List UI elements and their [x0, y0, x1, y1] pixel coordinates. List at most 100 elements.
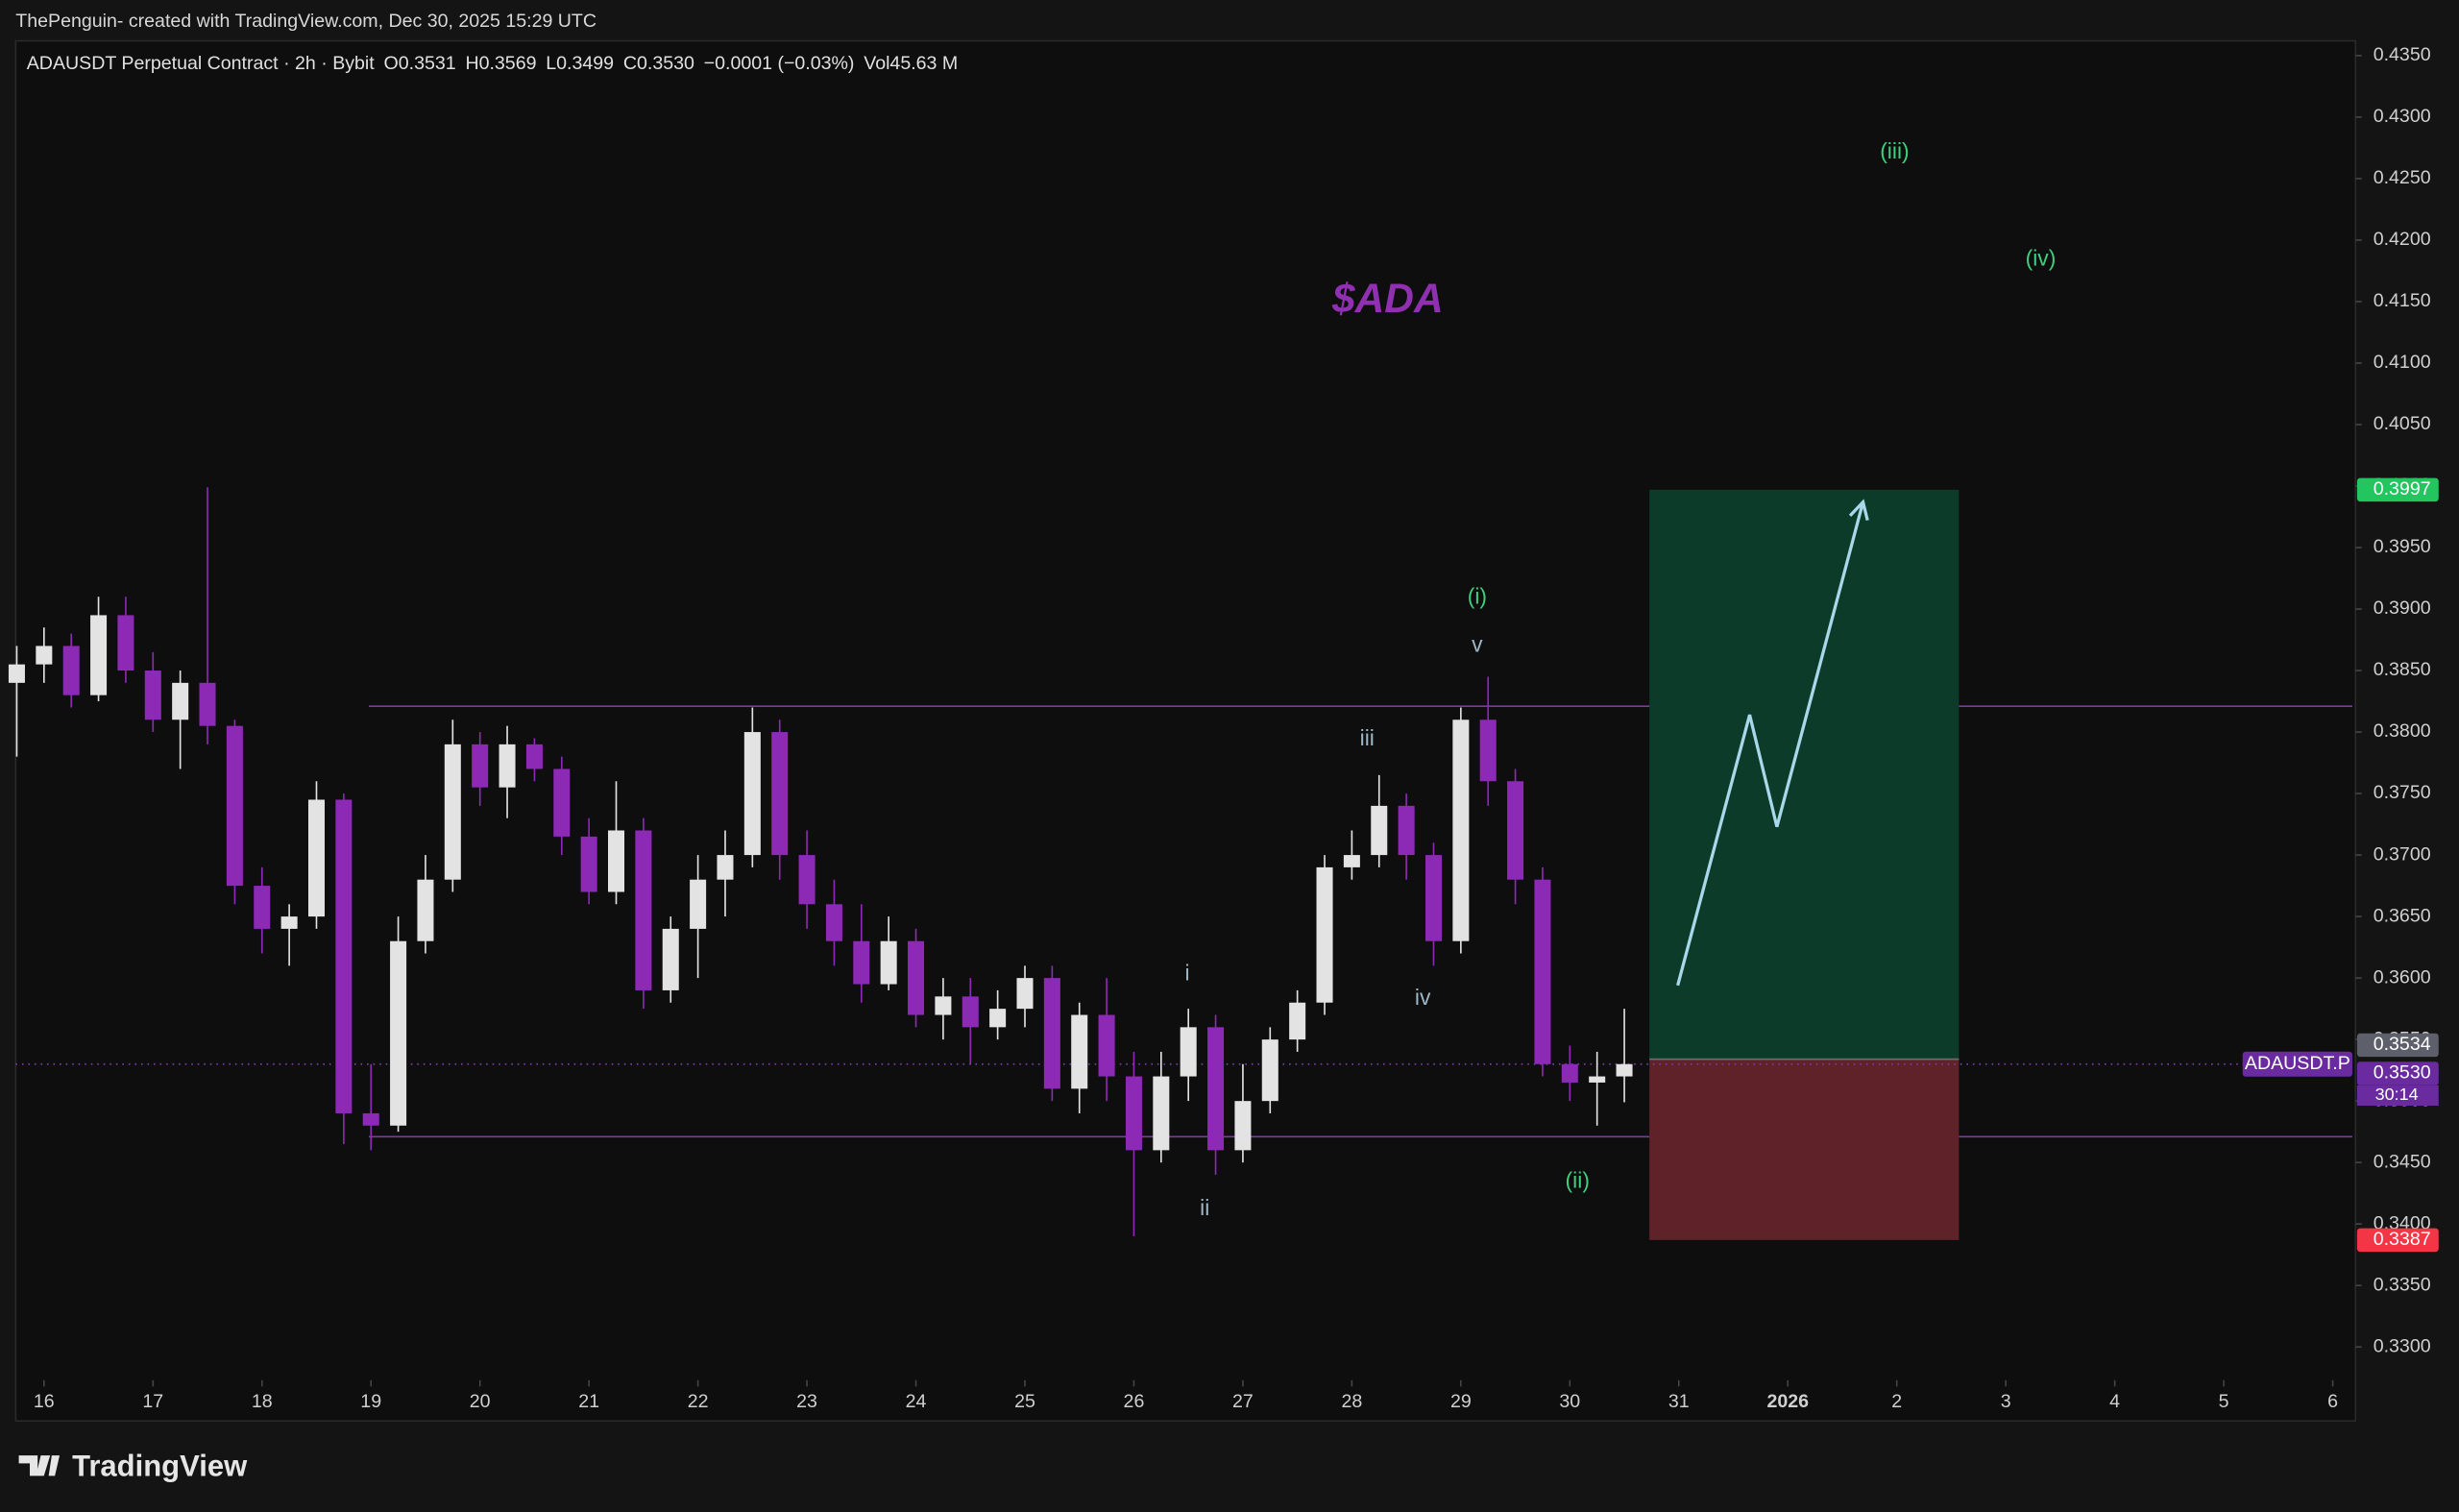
candle-body [1398, 805, 1415, 856]
projection-path [1676, 501, 1865, 987]
wave-label: i [1185, 960, 1190, 985]
candle-body [444, 744, 461, 880]
candle-body [1207, 1027, 1225, 1151]
x-tick-label: 17 [142, 1391, 163, 1412]
y-tick-label: 0.3950 [2374, 536, 2431, 557]
symbol-tag-bg [2242, 1051, 2352, 1077]
projection-arrowhead [1848, 499, 1869, 522]
candle-body [1371, 805, 1388, 856]
y-tick-label: 0.3650 [2374, 905, 2431, 926]
current-price-tag: 0.3530 [2374, 1062, 2431, 1084]
y-tick-label: 0.4050 [2374, 413, 2431, 434]
candle-body [635, 830, 652, 990]
candle-body [1125, 1076, 1142, 1151]
legend-value: O0.3531 [384, 53, 456, 74]
wave-label: (iii) [1880, 138, 1909, 163]
x-tick-label: 25 [1014, 1391, 1035, 1412]
x-tick-label: 20 [470, 1391, 491, 1412]
x-tick-label: 2026 [1766, 1391, 1809, 1412]
y-tick-label: 0.4200 [2374, 229, 2431, 250]
candle-body [1016, 978, 1034, 1010]
y-tick-label: 0.3450 [2374, 1151, 2431, 1172]
y-tick-label: 0.4150 [2374, 290, 2431, 311]
candle-body [880, 940, 897, 985]
candle-body [1561, 1063, 1578, 1083]
y-tick-label: 0.4100 [2374, 352, 2431, 373]
y-tick-label: 0.4350 [2374, 44, 2431, 65]
candle-body [662, 928, 679, 990]
candle-body [1452, 719, 1470, 941]
x-tick-label: 27 [1232, 1391, 1254, 1412]
candle-body [935, 996, 952, 1015]
y-tick-label: 0.3700 [2374, 843, 2431, 865]
candle-body [908, 940, 925, 1015]
candle-body [553, 768, 571, 837]
candle-body [254, 886, 271, 929]
x-tick-label: 26 [1124, 1391, 1145, 1412]
candle-body [36, 646, 53, 665]
candle-body [417, 879, 434, 941]
x-tick-label: 29 [1450, 1391, 1472, 1412]
countdown: 30:14 [2375, 1085, 2419, 1104]
symbol-tag: ADAUSDT.P [2245, 1053, 2350, 1074]
x-tick-label: 30 [1559, 1391, 1580, 1412]
y-tick-label: 0.3300 [2374, 1335, 2431, 1356]
candle-body [226, 725, 243, 887]
candle-body [390, 940, 407, 1126]
candle-body [825, 904, 842, 941]
candle-body [1153, 1076, 1170, 1151]
candle-body [1507, 781, 1524, 880]
candle-body [989, 1009, 1007, 1028]
candle-body [1316, 866, 1333, 1003]
profit-zone [1649, 489, 1960, 1060]
brand-logo: TradingView [18, 1449, 248, 1482]
y-tick-label: 0.4250 [2374, 167, 2431, 188]
candle-body [499, 744, 516, 788]
candle-body [1589, 1076, 1606, 1083]
x-tick-label: 4 [2109, 1391, 2120, 1412]
wave-label: $ADA [1331, 276, 1444, 321]
candle-body [1424, 855, 1442, 941]
legend-value: C0.3530 [623, 53, 694, 74]
attribution: ThePenguin- created with TradingView.com… [15, 11, 596, 32]
stop-tag-bg [2356, 1228, 2439, 1253]
x-tick-label: 24 [906, 1391, 927, 1412]
target-tag: 0.3997 [2374, 478, 2431, 500]
wave-label: iv [1415, 985, 1431, 1010]
wave-label: v [1472, 631, 1483, 656]
candle-body [1043, 978, 1060, 1089]
wave-label: ii [1200, 1195, 1209, 1220]
legend-value: L0.3499 [546, 53, 614, 74]
candle-body [743, 732, 761, 856]
candle-body [1071, 1014, 1088, 1089]
candle-body [362, 1112, 379, 1126]
candle-body [1479, 719, 1497, 782]
candle-body [580, 836, 597, 892]
y-tick-label: 0.3750 [2374, 782, 2431, 803]
legend-value: H0.3569 [465, 53, 536, 74]
candle-body [525, 744, 543, 769]
entry-tag: 0.3534 [2374, 1034, 2431, 1055]
candle-body [199, 682, 216, 726]
candle-body [1261, 1039, 1278, 1102]
x-tick-label: 2 [1891, 1391, 1902, 1412]
candle-body [607, 830, 625, 892]
candle-body [1098, 1014, 1115, 1077]
wave-label: (ii) [1566, 1168, 1590, 1193]
x-tick-label: 3 [2001, 1391, 2011, 1412]
legend-value: Vol45.63 M [864, 53, 958, 74]
chart-pane [14, 39, 2357, 1423]
candle-body [717, 855, 734, 880]
current-price-tag-bg [2356, 1061, 2439, 1085]
wave-label: (i) [1468, 584, 1487, 609]
entry-tag-bg [2356, 1033, 2439, 1058]
wave-label: iii [1360, 725, 1375, 750]
brand-name: TradingView [72, 1449, 248, 1482]
candle-body [1289, 1002, 1306, 1040]
candle-body [307, 799, 325, 917]
y-tick-label: 0.3850 [2374, 659, 2431, 680]
x-tick-label: 22 [688, 1391, 709, 1412]
countdown-bg [2356, 1085, 2439, 1107]
